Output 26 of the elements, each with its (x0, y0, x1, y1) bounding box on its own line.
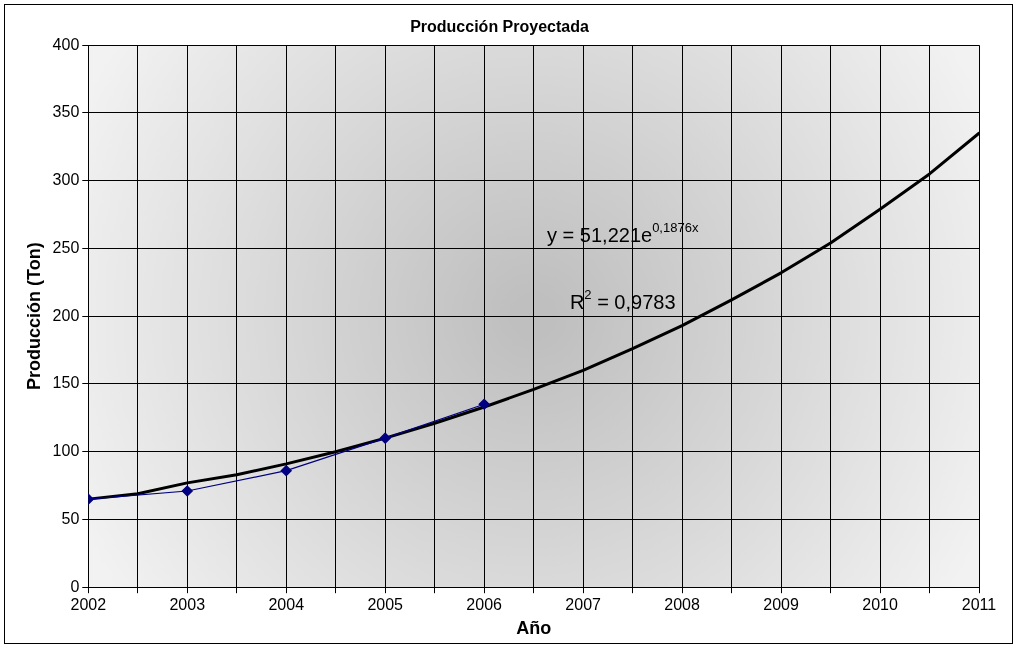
point (379, 432, 391, 444)
y-tick-label: 200 (52, 306, 80, 324)
y-tick-label: 150 (52, 374, 80, 392)
y-axis-title: Producción (Ton) (23, 242, 44, 391)
y-tick-label: 50 (61, 509, 80, 527)
x-tick-label: 2007 (565, 596, 602, 614)
y-tick-label: 0 (70, 577, 80, 595)
y-tick-label: 300 (52, 171, 80, 189)
chart-title: Producción Proyectada (410, 18, 589, 36)
x-tick-label: 2011 (961, 596, 997, 614)
point (181, 485, 193, 497)
y-tick-label: 400 (52, 35, 80, 53)
point (280, 465, 292, 477)
y-tick-label: 100 (52, 442, 80, 460)
point (478, 398, 490, 410)
x-tick-label: 2006 (466, 596, 503, 614)
x-axis-title: Año (516, 618, 552, 639)
x-tick-label: 2002 (70, 596, 107, 614)
x-tick-label: 2003 (169, 596, 206, 614)
y-tick-label: 250 (52, 238, 80, 256)
y-tick-label: 350 (52, 103, 80, 121)
x-tick-label: 2005 (367, 596, 404, 614)
x-tick-label: 2008 (664, 596, 700, 614)
x-tick-label: 2009 (763, 596, 799, 614)
x-tick-label: 2010 (862, 596, 898, 614)
x-tick-label: 2004 (268, 596, 305, 614)
